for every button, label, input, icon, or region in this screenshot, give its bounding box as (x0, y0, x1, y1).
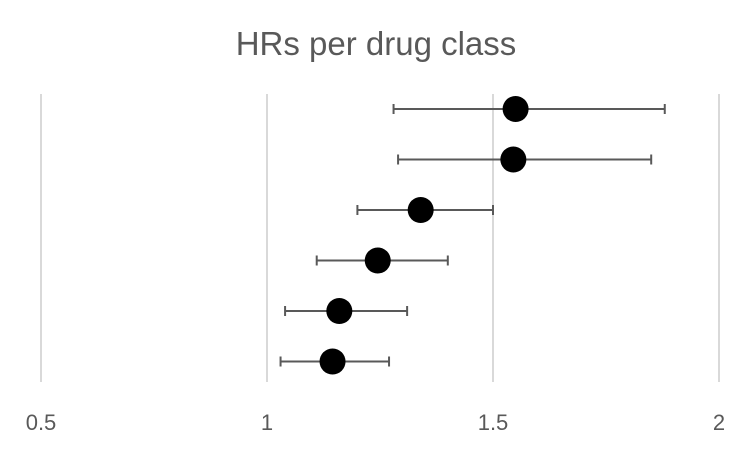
x-tick-label: 1 (261, 410, 273, 435)
data-point-2 (500, 146, 527, 173)
x-tick-label: 2 (713, 410, 725, 435)
data-point-4 (364, 247, 391, 274)
data-points (319, 96, 529, 375)
x-axis-tick-labels: 0.5 1 1.5 2 (26, 410, 725, 435)
error-bar-1 (392, 104, 666, 114)
data-point-6 (319, 348, 346, 375)
data-point-1 (502, 96, 529, 122)
data-point-3 (407, 197, 434, 223)
data-point-5 (326, 298, 353, 324)
error-bars (279, 104, 666, 367)
x-tick-label: 1.5 (478, 410, 509, 435)
x-tick-label: 0.5 (26, 410, 57, 435)
gridlines (40, 94, 720, 382)
chart-title: HRs per drug class (235, 25, 517, 62)
